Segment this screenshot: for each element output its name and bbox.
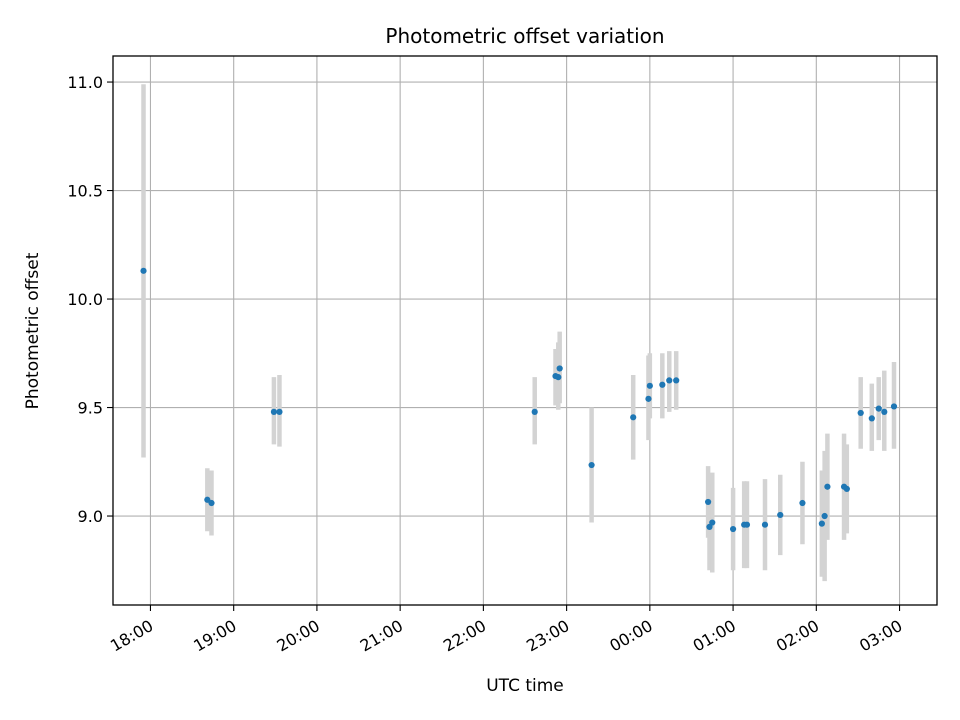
data-point (208, 499, 215, 507)
data-point (204, 496, 211, 503)
data-point (818, 520, 825, 527)
y-tick-label: 9.5 (78, 399, 103, 418)
data-point (645, 395, 652, 402)
data-point (777, 511, 784, 519)
chart-title: Photometric offset variation (385, 24, 664, 48)
data-point (821, 512, 828, 520)
data-point (276, 408, 283, 415)
data-point (673, 377, 680, 384)
data-point (705, 498, 712, 506)
data-point (666, 377, 673, 384)
data-point (761, 521, 769, 528)
x-axis-label: UTC time (486, 676, 564, 696)
y-tick-label: 10.5 (67, 182, 103, 201)
data-point (743, 521, 751, 528)
data-point (709, 519, 716, 526)
data-point (868, 415, 875, 422)
data-point (799, 499, 806, 507)
grid-lines (113, 56, 937, 605)
data-point (875, 405, 882, 412)
data-point (890, 403, 898, 410)
data-point (531, 408, 538, 415)
y-axis-ticks: 9.0 9.5 10.0 10.5 11.0 (67, 73, 113, 526)
data-points (140, 267, 898, 533)
data-point (555, 374, 562, 381)
data-point (588, 461, 595, 469)
data-point (556, 365, 563, 372)
data-point (843, 485, 850, 493)
plot-frame (112, 55, 938, 606)
y-tick-label: 11.0 (67, 73, 103, 92)
data-point (270, 408, 278, 415)
y-tick-label: 10.0 (67, 290, 103, 309)
data-point (646, 382, 653, 389)
y-tick-label: 9.0 (78, 507, 103, 526)
data-point (857, 409, 864, 417)
data-point (140, 267, 147, 274)
data-point (729, 525, 737, 533)
data-point (881, 408, 888, 415)
data-point (659, 381, 666, 388)
data-point (630, 414, 637, 421)
y-axis-label: Photometric offset (23, 252, 43, 409)
data-point (824, 483, 831, 490)
